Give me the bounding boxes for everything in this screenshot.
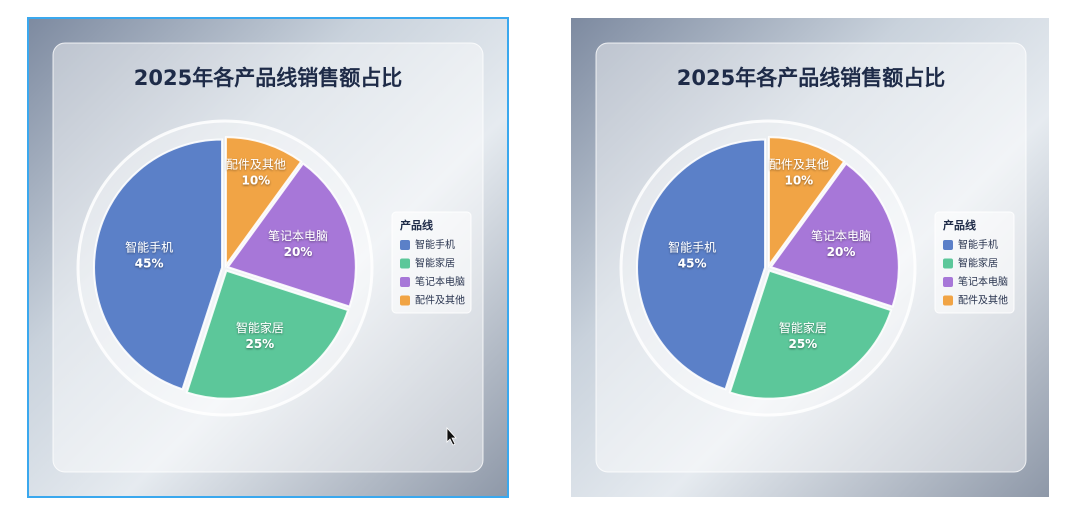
- legend-label: 笔记本电脑: [415, 275, 465, 288]
- slice-label: 智能家居: [236, 320, 284, 335]
- legend-swatch: [400, 277, 410, 287]
- legend-label: 智能家居: [415, 257, 455, 270]
- chart-title: 2025年各产品线销售额占比: [134, 66, 402, 90]
- slice-value-label: 45%: [135, 256, 164, 270]
- slice-label: 智能手机: [125, 239, 173, 254]
- legend-box: [934, 211, 1015, 314]
- slice-value-label: 20%: [284, 245, 313, 259]
- pie-slice: [767, 136, 846, 269]
- slice-label: 配件及其他: [769, 158, 829, 172]
- legend-swatch: [400, 240, 410, 250]
- slice-label: 笔记本电脑: [268, 228, 328, 243]
- slice-value-label: 25%: [245, 337, 274, 351]
- legend-label: 配件及其他: [415, 294, 465, 307]
- mouse-cursor: [446, 426, 457, 446]
- legend-label: 智能手机: [958, 238, 998, 251]
- legend-swatch: [943, 277, 953, 287]
- pie-slice: [93, 138, 224, 391]
- legend-box: [391, 211, 472, 314]
- legend-label: 智能家居: [958, 257, 998, 270]
- legend-label: 智能手机: [415, 238, 455, 251]
- chart-title: 2025年各产品线销售额占比: [677, 66, 945, 90]
- legend-title: 产品线: [400, 218, 433, 232]
- legend-swatch: [400, 258, 410, 269]
- slice-value-label: 10%: [784, 174, 813, 188]
- slice-label: 配件及其他: [226, 158, 286, 172]
- pie-slice: [185, 269, 350, 400]
- legend-swatch: [943, 258, 953, 269]
- legend-title: 产品线: [943, 218, 976, 232]
- pie-slice: [636, 138, 767, 391]
- legend-swatch: [400, 295, 410, 306]
- slice-value-label: 20%: [827, 245, 856, 259]
- slice-value-label: 10%: [241, 174, 270, 188]
- pie-slice: [728, 269, 893, 400]
- pie-slice: [224, 136, 303, 269]
- slice-label: 智能手机: [668, 239, 716, 254]
- slice-value-label: 25%: [788, 337, 817, 351]
- slice-value-label: 45%: [678, 256, 707, 270]
- legend-label: 笔记本电脑: [958, 275, 1008, 288]
- pie-slice: [769, 162, 900, 308]
- legend-swatch: [943, 240, 953, 250]
- legend-swatch: [943, 295, 953, 306]
- slice-label: 智能家居: [779, 320, 827, 335]
- slice-label: 笔记本电脑: [811, 228, 871, 243]
- legend-label: 配件及其他: [958, 294, 1008, 307]
- pie-slice: [226, 162, 357, 308]
